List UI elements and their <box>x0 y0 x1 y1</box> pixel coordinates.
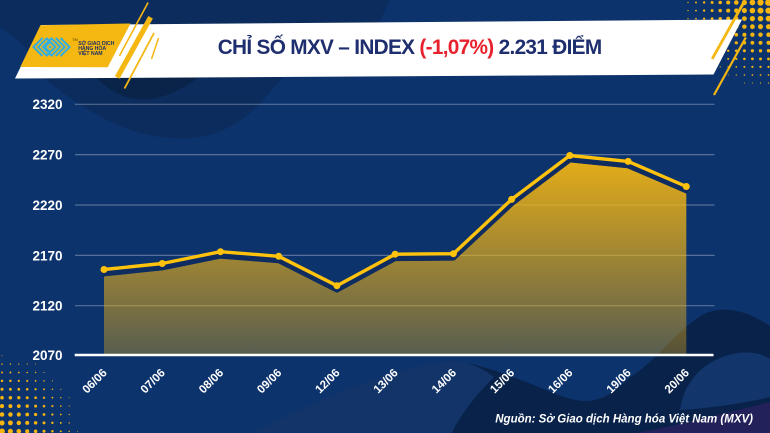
svg-text:Nguồn: Sở Giao dịch Hàng hóa V: Nguồn: Sở Giao dịch Hàng hóa Việt Nam (M… <box>495 414 753 426</box>
svg-text:2270: 2270 <box>32 148 62 163</box>
svg-text:CHỈ SỐ MXV – INDEX (-1,07%) 2.: CHỈ SỐ MXV – INDEX (-1,07%) 2.231 ĐIỂM <box>218 35 602 59</box>
svg-text:2070: 2070 <box>32 348 62 363</box>
svg-text:2320: 2320 <box>32 97 62 112</box>
svg-text:SỞ GIAO DỊCH: SỞ GIAO DỊCH <box>78 40 114 47</box>
svg-text:TM: TM <box>72 37 78 42</box>
svg-text:VIỆT NAM: VIỆT NAM <box>78 49 102 57</box>
svg-text:2120: 2120 <box>32 299 62 314</box>
svg-text:2170: 2170 <box>32 248 62 263</box>
svg-text:HÀNG HÓA: HÀNG HÓA <box>78 44 106 52</box>
svg-text:2220: 2220 <box>32 198 62 213</box>
